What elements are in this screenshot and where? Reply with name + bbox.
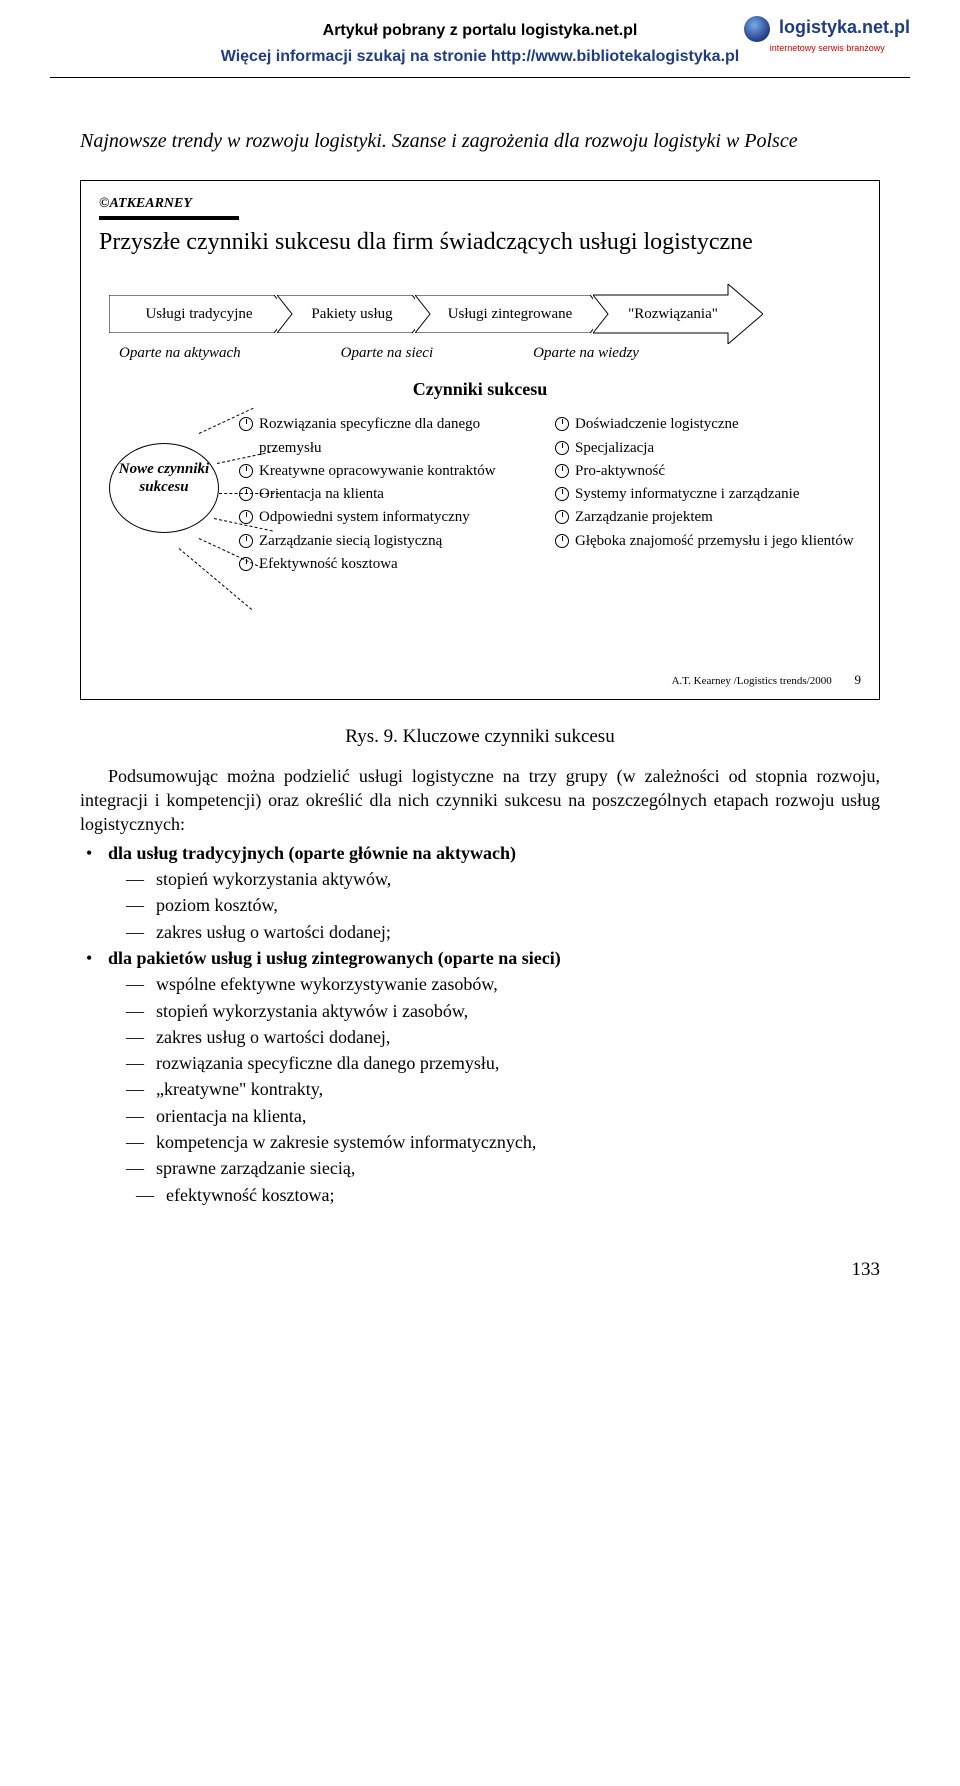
clock-icon (239, 510, 253, 524)
list-item-label: Rozwiązania specyficzne dla danego przem… (259, 413, 545, 460)
list-item: Doświadczenie logistyczne (555, 413, 861, 436)
bullet-list: dla usług tradycyjnych (oparte głównie n… (80, 841, 880, 1207)
slide-brand: ©ATKEARNEY (99, 195, 239, 220)
sub-item: poziom kosztów, (126, 893, 880, 917)
globe-icon (744, 16, 770, 42)
success-factors-body: Nowe czynniki sukcesu Rozwiązania specyf… (99, 413, 861, 576)
success-factors-heading: Czynniki sukcesu (99, 377, 861, 401)
list-item: Rozwiązania specyficzne dla danego przem… (239, 413, 545, 460)
list-item-label: Doświadczenie logistyczne (575, 413, 861, 436)
logo-subtext: internetowy serwis branżowy (744, 42, 910, 54)
bullet-group-1: dla usług tradycyjnych (oparte głównie n… (80, 841, 880, 944)
list-item: Specjalizacja (555, 437, 861, 460)
list-item-label: Specjalizacja (575, 437, 861, 460)
sub-item: efektywność kosztowa; (136, 1183, 880, 1207)
chevron-1: Usługi tradycyjne (109, 295, 289, 333)
chevron-2: Pakiety usług (277, 295, 427, 333)
bullet-head-1: dla usług tradycyjnych (oparte głównie n… (108, 843, 516, 863)
sub-item: wspólne efektywne wykorzystywanie zasobó… (126, 972, 880, 996)
list-item-label: Pro-aktywność (575, 460, 861, 483)
sub-item: zakres usług o wartości dodanej, (126, 1025, 880, 1049)
basis-2: Oparte na sieci (341, 343, 433, 363)
list-item: Systemy informatyczne i zarządzanie (555, 483, 861, 506)
chevron-4: "Rozwiązania" (593, 295, 753, 333)
list-item-label: Orientacja na klienta (259, 483, 545, 506)
figure-caption: Rys. 9. Kluczowe czynniki sukcesu (80, 724, 880, 750)
slide-source: A.T. Kearney /Logistics trends/2000 (672, 675, 832, 687)
clock-icon (555, 487, 569, 501)
list-item: Kreatywne opracowywanie kontraktów (239, 460, 545, 483)
slide-page-num: 9 (855, 671, 862, 689)
intro-paragraph: Podsumowując można podzielić usługi logi… (80, 764, 880, 837)
list-item: Głęboka znajomość przemysłu i jego klien… (555, 530, 861, 553)
basis-3: Oparte na wiedzy (533, 343, 639, 363)
sub-item: stopień wykorzystania aktywów, (126, 867, 880, 891)
sub-list-2: wspólne efektywne wykorzystywanie zasobó… (126, 972, 880, 1207)
clock-icon (239, 464, 253, 478)
list-item-label: Odpowiedni system informatyczny (259, 506, 545, 529)
left-factor-list: Rozwiązania specyficzne dla danego przem… (239, 413, 545, 576)
chevron-4-label: "Rozwiązania" (628, 306, 718, 322)
clock-icon (555, 534, 569, 548)
chevron-3: Usługi zintegrowane (415, 295, 605, 333)
bubble-label: Nowe czynniki sukcesu (119, 461, 209, 495)
clock-icon (239, 487, 253, 501)
figure-slide: ©ATKEARNEY Przyszłe czynniki sukcesu dla… (80, 180, 880, 700)
list-item-label: Zarządzanie projektem (575, 506, 861, 529)
list-item: Odpowiedni system informatyczny (239, 506, 545, 529)
page-header: logistyka.net.pl internetowy serwis bran… (80, 20, 880, 78)
sub-item: stopień wykorzystania aktywów i zasobów, (126, 999, 880, 1023)
list-item: Orientacja na klienta (239, 483, 545, 506)
page-number: 133 (80, 1257, 880, 1283)
clock-icon (555, 510, 569, 524)
clock-icon (555, 464, 569, 478)
sub-item: sprawne zarządzanie siecią, (126, 1156, 880, 1180)
bullet-group-2: dla pakietów usług i usług zintegrowanyc… (80, 946, 880, 1207)
list-item-label: Głęboka znajomość przemysłu i jego klien… (575, 530, 861, 553)
list-item: Zarządzanie siecią logistyczną (239, 530, 545, 553)
list-item-label: Kreatywne opracowywanie kontraktów (259, 460, 545, 483)
new-factors-bubble: Nowe czynniki sukcesu (109, 443, 219, 533)
document-title: Najnowsze trendy w rozwoju logistyki. Sz… (80, 128, 880, 155)
clock-icon (239, 417, 253, 431)
list-item-label: Zarządzanie siecią logistyczną (259, 530, 545, 553)
list-item: Pro-aktywność (555, 460, 861, 483)
chevron-1-label: Usługi tradycyjne (145, 306, 252, 322)
basis-row: Oparte na aktywach Oparte na sieci Opart… (119, 343, 861, 363)
logo-text: logistyka.net.pl (779, 17, 910, 37)
list-item-label: Systemy informatyczne i zarządzanie (575, 483, 861, 506)
sub-item: „kreatywne" kontrakty, (126, 1077, 880, 1101)
bubble-column: Nowe czynniki sukcesu (99, 413, 239, 576)
sub-list-1: stopień wykorzystania aktywów, poziom ko… (126, 867, 880, 944)
chevron-row: Usługi tradycyjne Pakiety usług Usługi z… (109, 295, 861, 333)
clock-icon (555, 417, 569, 431)
slide-title: Przyszłe czynniki sukcesu dla firm świad… (99, 228, 861, 257)
list-item: Zarządzanie projektem (555, 506, 861, 529)
chevron-2-label: Pakiety usług (311, 306, 392, 322)
list-item-label: Efektywność kosztowa (259, 553, 545, 576)
sub-item: kompetencja w zakresie systemów informat… (126, 1130, 880, 1154)
site-logo: logistyka.net.pl internetowy serwis bran… (744, 15, 910, 54)
sub-item: orientacja na klienta, (126, 1104, 880, 1128)
clock-icon (555, 441, 569, 455)
sub-item: zakres usług o wartości dodanej; (126, 920, 880, 944)
list-item: Efektywność kosztowa (239, 553, 545, 576)
chevron-3-label: Usługi zintegrowane (448, 306, 573, 322)
header-rule (50, 77, 910, 78)
basis-1: Oparte na aktywach (119, 343, 241, 363)
clock-icon (239, 557, 253, 571)
sub-item: rozwiązania specyficzne dla danego przem… (126, 1051, 880, 1075)
clock-icon (239, 534, 253, 548)
bullet-head-2: dla pakietów usług i usług zintegrowanyc… (108, 948, 561, 968)
slide-footer: A.T. Kearney /Logistics trends/2000 9 (672, 671, 861, 689)
right-factor-list: Doświadczenie logistyczne Specjalizacja … (555, 413, 861, 576)
